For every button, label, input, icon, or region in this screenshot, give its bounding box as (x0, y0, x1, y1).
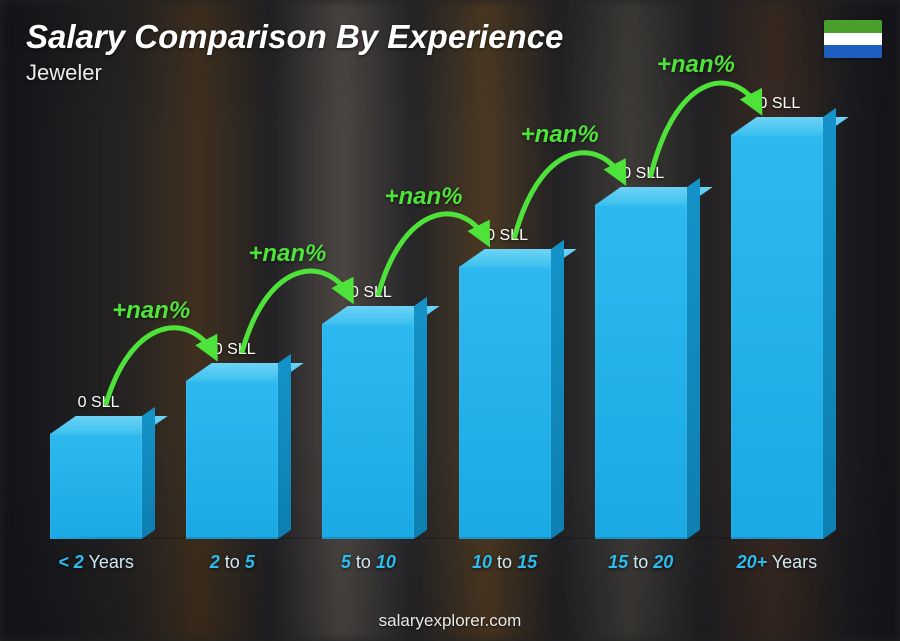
bar-side-face (142, 407, 155, 539)
bar-value-label: 0 SLL (78, 394, 120, 412)
page-subtitle: Jeweler (26, 60, 102, 86)
bar-front (186, 381, 278, 539)
bar: 0 SLL (186, 381, 278, 539)
bar-front (459, 267, 551, 539)
bar-value-label: 0 SLL (214, 341, 256, 359)
content-layer: Salary Comparison By Experience Jeweler … (0, 0, 900, 641)
bar: 0 SLL (595, 205, 687, 539)
x-label: 5 to 10 (300, 552, 436, 573)
bar-side-face (823, 108, 836, 539)
bar-side-face (414, 297, 427, 539)
pct-change-label: +nan% (112, 297, 190, 325)
chart-baseline (28, 537, 845, 539)
flag-stripe-2 (824, 33, 882, 46)
bar-side-face (687, 178, 700, 539)
bar: 0 SLL (50, 434, 142, 539)
pct-change-label: +nan% (248, 240, 326, 268)
footer-credit: salaryexplorer.com (0, 611, 900, 631)
flag-stripe-3 (824, 45, 882, 58)
x-label: < 2 Years (28, 552, 164, 573)
bar: 0 SLL (731, 135, 823, 539)
x-labels: < 2 Years2 to 55 to 1010 to 1515 to 2020… (28, 543, 845, 581)
page-title: Salary Comparison By Experience (26, 18, 563, 56)
bar: 0 SLL (459, 267, 551, 539)
bar-value-label: 0 SLL (622, 165, 664, 183)
bar-side-face (278, 354, 291, 539)
bar-front (322, 324, 414, 539)
pct-change-label: +nan% (657, 51, 735, 79)
bar-value-label: 0 SLL (758, 95, 800, 113)
x-label: 2 to 5 (164, 552, 300, 573)
x-label: 10 to 15 (437, 552, 573, 573)
bar-value-label: 0 SLL (350, 284, 392, 302)
bar-side-face (551, 240, 564, 539)
bar-front (731, 135, 823, 539)
x-label: 15 to 20 (573, 552, 709, 573)
flag-stripe-1 (824, 20, 882, 33)
pct-change-label: +nan% (521, 121, 599, 149)
country-flag (824, 20, 882, 58)
bar-chart: 0 SLL 0 SLL 0 SLL 0 SLL 0 SLL 0 SLL < 2 Years… (28, 100, 845, 581)
bar-front (50, 434, 142, 539)
pct-change-label: +nan% (385, 183, 463, 211)
x-label: 20+ Years (709, 552, 845, 573)
bar-front (595, 205, 687, 539)
bar: 0 SLL (322, 324, 414, 539)
bar-value-label: 0 SLL (486, 227, 528, 245)
